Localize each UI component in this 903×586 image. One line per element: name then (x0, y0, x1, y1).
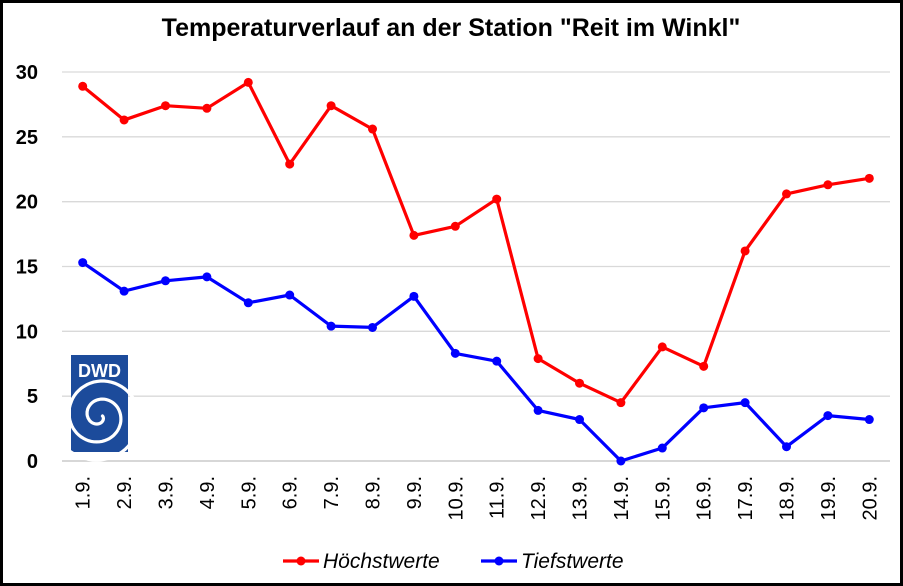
x-tick-label: 12.9. (528, 476, 550, 520)
data-point (243, 298, 253, 308)
x-tick-label: 1.9. (73, 476, 95, 509)
grid-lines (62, 71, 890, 462)
chart-title: Temperaturverlauf an der Station "Reit i… (162, 14, 741, 42)
data-point (864, 415, 874, 425)
data-point (699, 403, 709, 413)
data-point (575, 415, 584, 425)
dwd-logo: DWD (49, 355, 141, 462)
data-point (368, 322, 377, 332)
x-tick-label: 10.9. (445, 476, 467, 520)
data-point (616, 398, 626, 408)
x-tick-label: 11.9. (487, 476, 509, 519)
x-axis-ticks: 1.9. 2.9. 3.9. 4.9. 5.9. 6.9. 7.9. 8.9. 9.9. 10.9… (73, 476, 882, 520)
series-line-max (81, 80, 870, 405)
data-point (409, 291, 419, 301)
data-point (202, 272, 212, 282)
data-point (740, 246, 750, 256)
data-point (823, 180, 833, 190)
y-tick-label: 5 (27, 386, 38, 408)
y-tick-label: 15 (16, 257, 38, 279)
data-point (161, 276, 170, 286)
data-point (864, 173, 874, 183)
data-point (699, 361, 709, 371)
legend-label: Höchstwerte (323, 550, 440, 573)
y-tick-label: 30 (16, 62, 38, 84)
data-point (823, 411, 833, 421)
x-tick-label: 3.9. (156, 476, 178, 509)
legend-marker (296, 556, 306, 566)
data-point (78, 81, 88, 91)
data-point (575, 378, 584, 388)
x-tick-label: 7.9. (321, 476, 343, 509)
x-tick-label: 13.9. (570, 476, 592, 520)
logo-text: DWD (78, 361, 121, 381)
data-point (533, 405, 543, 415)
x-tick-label: 18.9. (777, 476, 799, 520)
data-point (616, 456, 626, 466)
y-axis-ticks: 0 5 10 15 20 25 30 (16, 62, 38, 473)
x-tick-label: 6.9. (280, 476, 302, 509)
y-tick-label: 25 (16, 127, 38, 149)
data-point (243, 77, 253, 87)
x-tick-label: 16.9. (694, 476, 716, 520)
legend-label: Tiefstwerte (521, 550, 624, 573)
y-tick-label: 10 (16, 321, 38, 343)
data-point (326, 101, 336, 111)
data-point (326, 321, 336, 331)
legend-marker (494, 556, 504, 566)
data-point (409, 230, 419, 240)
data-point (657, 443, 667, 453)
series-line-min (81, 261, 870, 463)
data-point (285, 159, 295, 169)
data-point (202, 103, 212, 113)
data-point (492, 356, 502, 366)
y-tick-label: 20 (16, 192, 38, 214)
data-point (782, 442, 791, 452)
data-point (285, 290, 295, 300)
data-point (450, 221, 460, 231)
x-tick-label: 20.9. (859, 476, 881, 520)
data-point (533, 354, 543, 364)
x-tick-label: 4.9. (197, 476, 219, 509)
x-tick-label: 2.9. (114, 476, 136, 509)
x-tick-label: 15.9. (652, 476, 674, 520)
legend: Höchstwerte Tiefstwerte (283, 550, 624, 573)
data-point (161, 101, 170, 111)
x-tick-label: 14.9. (611, 476, 633, 520)
x-tick-label: 19.9. (818, 476, 840, 520)
data-point (740, 398, 750, 408)
x-tick-label: 9.9. (404, 476, 426, 509)
data-point (782, 189, 791, 199)
data-point (119, 286, 129, 296)
data-point (78, 258, 88, 268)
data-series (78, 77, 874, 466)
x-tick-label: 17.9. (735, 476, 757, 520)
data-point (657, 342, 667, 352)
data-point (368, 124, 377, 134)
spiral-icon (49, 379, 141, 462)
data-point (450, 348, 460, 358)
x-tick-label: 8.9. (363, 476, 385, 509)
data-point (119, 115, 129, 125)
x-tick-label: 5.9. (238, 476, 260, 509)
data-point (492, 194, 502, 204)
y-tick-label: 0 (27, 451, 38, 473)
